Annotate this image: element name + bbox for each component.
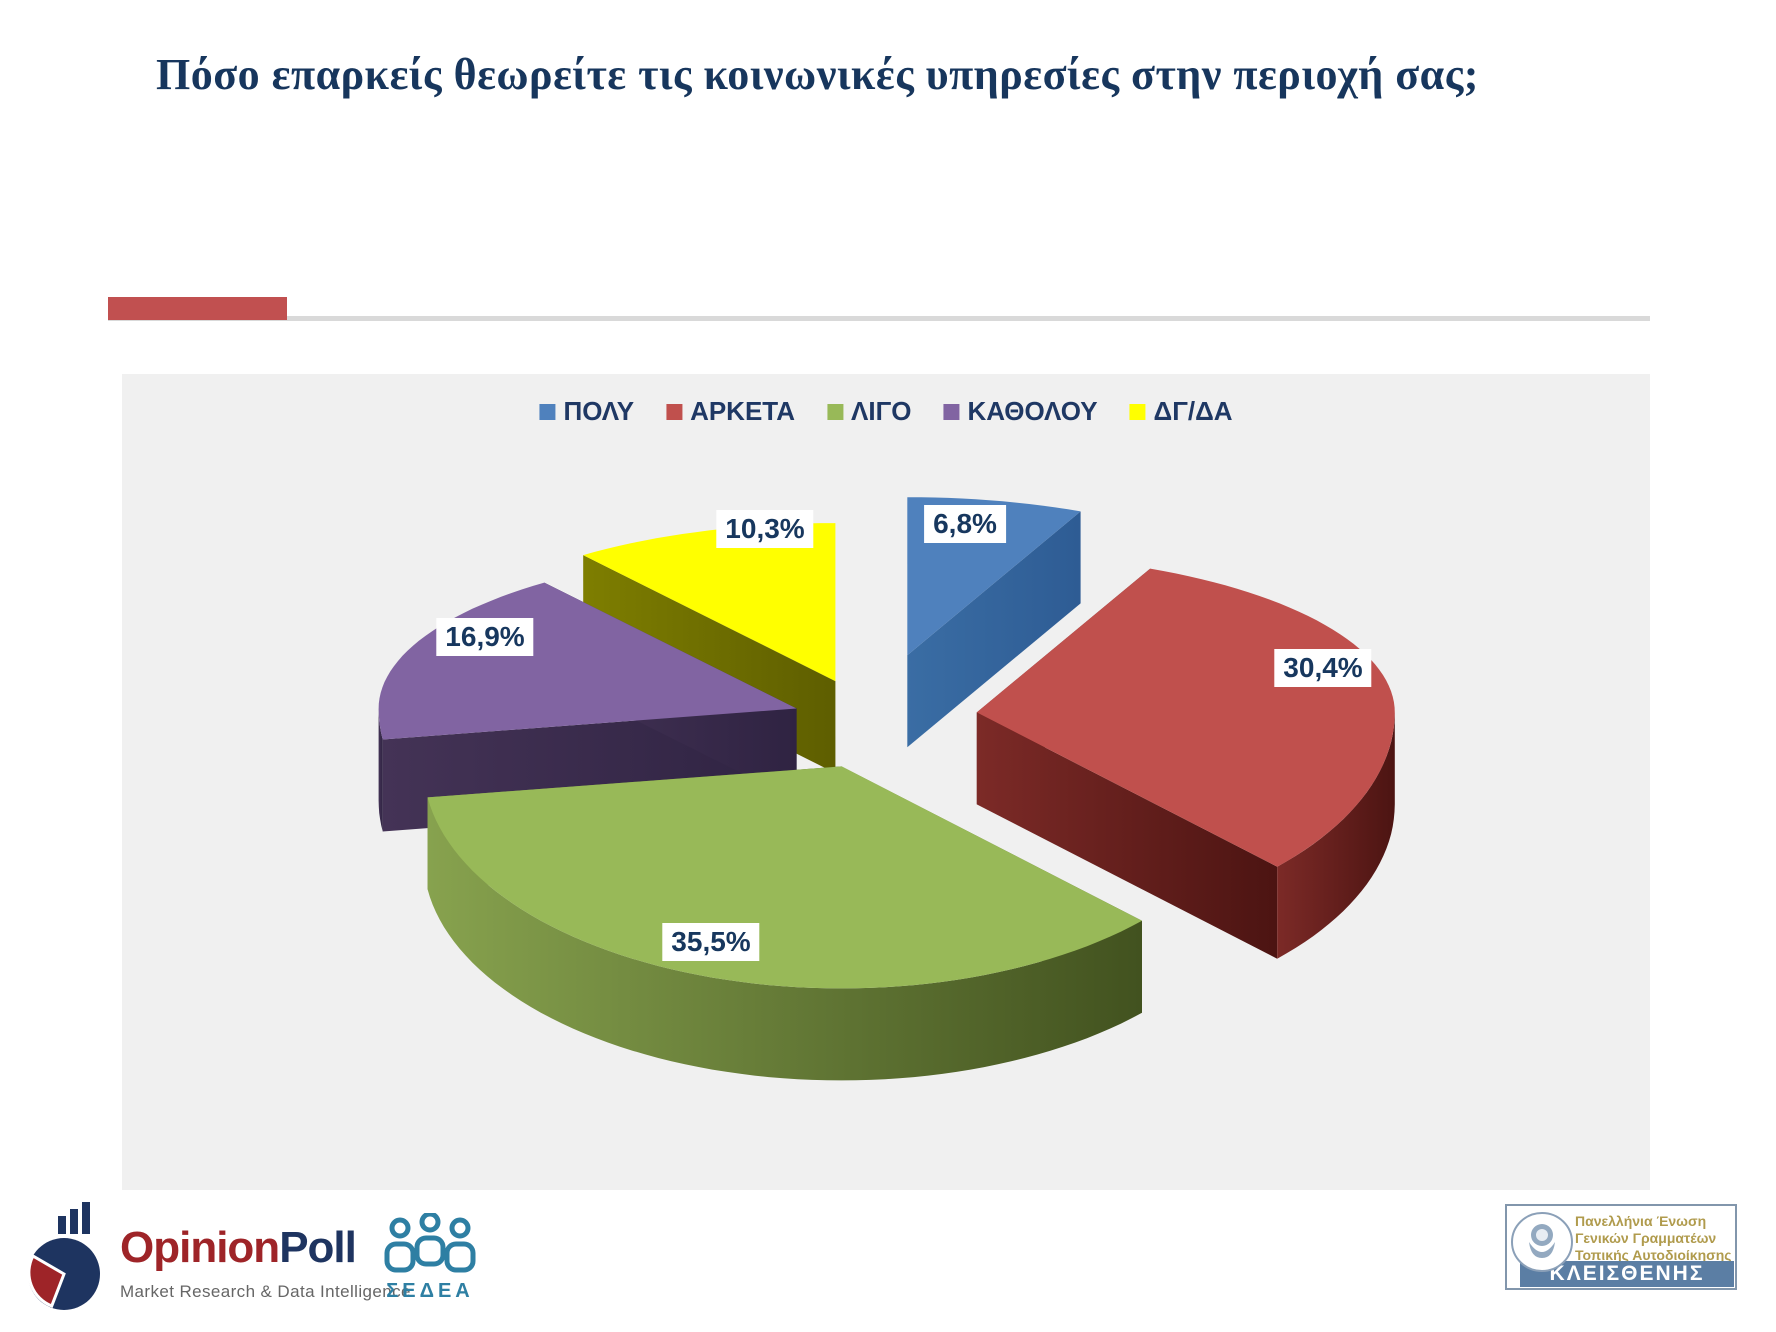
- kleisthenis-org-line-1: Πανελλήνια Ένωση: [1575, 1213, 1707, 1229]
- legend-item-ΛΙΓΟ: ΛΙΓΟ: [827, 396, 911, 427]
- data-label-ΠΟΛΥ: 6,8%: [924, 505, 1006, 543]
- pie-slice-ΑΡΚΕΤΑ-rim-wall: [1277, 712, 1395, 959]
- opinionpoll-logo: OpinionPoll Market Research & Data Intel…: [24, 1198, 411, 1314]
- kleisthenis-name: ΚΛΕΙΣΘΕΝΗΣ: [1549, 1262, 1705, 1285]
- opinionpoll-name: OpinionPoll: [120, 1226, 411, 1270]
- data-label-ΚΑΘΟΛΟΥ: 16,9%: [436, 618, 534, 656]
- divider-line: [108, 316, 1650, 321]
- legend-item-ΑΡΚΕΤΑ: ΑΡΚΕΤΑ: [666, 396, 795, 427]
- divider-accent-bar: [108, 297, 287, 320]
- opinionpoll-name-primary: Opinion: [120, 1223, 280, 1272]
- opinionpoll-text: OpinionPoll Market Research & Data Intel…: [120, 1226, 411, 1302]
- legend-label: ΑΡΚΕΤΑ: [690, 396, 796, 426]
- chart-legend: ΠΟΛΥ ΑΡΚΕΤΑ ΛΙΓΟ ΚΑΘΟΛΟΥ ΔΓ/ΔΑ: [539, 396, 1233, 427]
- kleisthenis-org-line-3: Τοπικής Αυτοδιοίκησης: [1575, 1247, 1732, 1263]
- legend-item-ΠΟΛΥ: ΠΟΛΥ: [539, 396, 634, 427]
- legend-swatch-icon: [539, 403, 556, 420]
- legend-swatch-icon: [943, 403, 960, 420]
- page-title: Πόσο επαρκείς θεωρείτε τις κοινωνικές υπ…: [156, 50, 1479, 99]
- pie-slice-ΛΙΓΟ-rim-wall: [427, 797, 1143, 1081]
- pie-slice-ΚΑΘΟΛΟΥ-rim-wall: [378, 708, 383, 832]
- data-label-ΑΡΚΕΤΑ: 30,4%: [1274, 649, 1372, 687]
- pie-slice-ΛΙΓΟ-top: [427, 766, 1143, 989]
- data-label-ΛΙΓΟ: 35,5%: [662, 923, 760, 961]
- opinionpoll-name-secondary: Poll: [279, 1223, 357, 1272]
- opinionpoll-pie-icon: [27, 1202, 100, 1310]
- kleisthenis-org-lines: Πανελλήνια Ένωση Γενικών Γραμματέων Τοπι…: [1575, 1213, 1732, 1264]
- legend-label: ΔΓ/ΔΑ: [1153, 396, 1233, 426]
- legend-item-ΔΓ/ΔΑ: ΔΓ/ΔΑ: [1129, 396, 1233, 427]
- chart-area: ΠΟΛΥ ΑΡΚΕΤΑ ΛΙΓΟ ΚΑΘΟΛΟΥ ΔΓ/ΔΑ 6,8% 30,4% 35,5…: [122, 374, 1650, 1190]
- sedea-name: ΣΕΔΕΑ: [386, 1280, 474, 1302]
- legend-swatch-icon: [1129, 403, 1146, 420]
- kleisthenis-bust-icon: [1511, 1212, 1573, 1272]
- pie-slice-ΠΟΛΥ-side-wall: [907, 511, 1081, 748]
- kleisthenis-org-line-2: Γενικών Γραμματέων: [1575, 1230, 1717, 1246]
- kleisthenis-logo: Πανελλήνια Ένωση Γενικών Γραμματέων Τοπι…: [1505, 1204, 1737, 1290]
- sedea-logo: ΣΕΔΕΑ: [375, 1211, 485, 1303]
- kleisthenis-banner: ΚΛΕΙΣΘΕΝΗΣ: [1520, 1261, 1734, 1287]
- legend-swatch-icon: [666, 403, 683, 420]
- legend-label: ΛΙΓΟ: [851, 396, 912, 426]
- legend-label: ΠΟΛΥ: [563, 396, 635, 426]
- opinionpoll-tagline: Market Research & Data Intelligence: [120, 1282, 411, 1301]
- legend-label: ΚΑΘΟΛΟΥ: [967, 396, 1098, 426]
- pie-slice-ΑΡΚΕΤΑ-top: [976, 568, 1395, 867]
- data-label-ΔΓ/ΔΑ: 10,3%: [716, 510, 814, 548]
- pie-3d-svg: [378, 497, 1395, 1081]
- legend-item-ΚΑΘΟΛΟΥ: ΚΑΘΟΛΟΥ: [943, 396, 1098, 427]
- pie-slice-ΑΡΚΕΤΑ-side-wall: [976, 712, 1278, 959]
- legend-swatch-icon: [827, 403, 844, 420]
- sedea-people-icon: [384, 1211, 476, 1273]
- pie-slice-ΔΓ/ΔΑ-top: [583, 523, 836, 682]
